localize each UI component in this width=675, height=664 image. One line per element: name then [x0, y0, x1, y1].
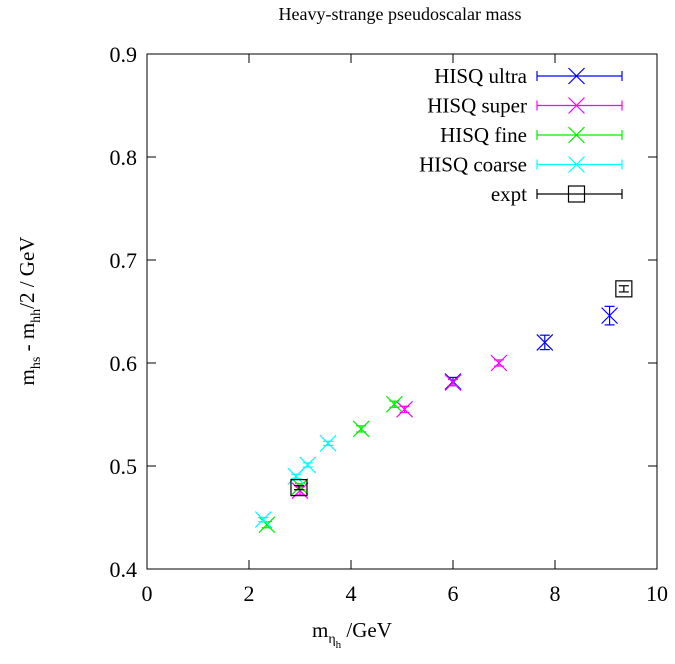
series-hisq-coarse [254, 434, 337, 528]
data-point-stroke [601, 307, 618, 325]
y-tick-label: 0.6 [110, 351, 138, 376]
legend-marker-stroke [568, 97, 585, 114]
series-hisq-super [291, 354, 508, 500]
series-expt [290, 280, 633, 497]
data-point-stroke [490, 354, 508, 372]
legend-marker [567, 185, 586, 203]
legend-item: HISQ super [427, 94, 623, 118]
data-point-stroke [258, 516, 276, 534]
legend-label: expt [491, 182, 527, 206]
series-hisq-fine [258, 395, 403, 534]
y-tick-label: 0.4 [110, 557, 138, 582]
x-tick-label: 8 [550, 581, 561, 606]
data-point-stroke [444, 374, 462, 391]
data-point-stroke [299, 456, 317, 474]
legend-label: HISQ coarse [419, 153, 527, 177]
y-tick-label: 0.5 [110, 454, 138, 479]
legend-marker-stroke [568, 126, 585, 144]
legend: HISQ ultra HISQ super HISQ fine HISQ coarse… [419, 64, 623, 206]
y-tick-label: 0.8 [110, 145, 138, 170]
x-tick-label: 2 [244, 581, 255, 606]
legend-label: HISQ fine [440, 123, 527, 147]
series-hisq-ultra [444, 305, 618, 390]
data-point-stroke [385, 395, 403, 413]
x-tick-label: 4 [346, 581, 357, 606]
legend-marker-stroke [568, 156, 585, 173]
legend-item: HISQ coarse [419, 153, 623, 177]
chart-title: Heavy-strange pseudoscalar mass [279, 4, 522, 24]
legend-marker-stroke [568, 67, 585, 85]
data-point [290, 479, 308, 497]
legend-label: HISQ super [427, 94, 527, 118]
data-point-stroke [291, 478, 309, 496]
y-axis-label: mhs - mhh/2 / GeV [15, 237, 44, 386]
data-point-stroke [536, 333, 554, 351]
plot-frame [146, 53, 658, 570]
data-point-stroke [254, 511, 272, 528]
x-tick-label: 0 [142, 581, 153, 606]
legend-item: HISQ ultra [434, 64, 623, 88]
y-tick-label: 0.9 [110, 42, 138, 67]
x-tick-label: 6 [448, 581, 459, 606]
y-tick-label: 0.7 [110, 248, 138, 273]
data-point-stroke [319, 434, 337, 452]
axis-ticks [146, 53, 658, 570]
legend-label: HISQ ultra [434, 64, 527, 88]
data-point [615, 280, 633, 298]
y-tick-labels: 0.4 0.5 0.6 0.7 0.8 0.9 [110, 42, 138, 582]
legend-item: HISQ fine [440, 123, 623, 147]
legend-item: expt [491, 182, 623, 206]
x-tick-label: 10 [646, 581, 668, 606]
data-point-stroke [352, 420, 370, 438]
x-axis-label: mηh /GeV [312, 618, 392, 651]
data-point-stroke [396, 400, 413, 418]
x-tick-labels: 0 2 4 6 8 10 [142, 581, 669, 606]
data-points [254, 280, 633, 534]
